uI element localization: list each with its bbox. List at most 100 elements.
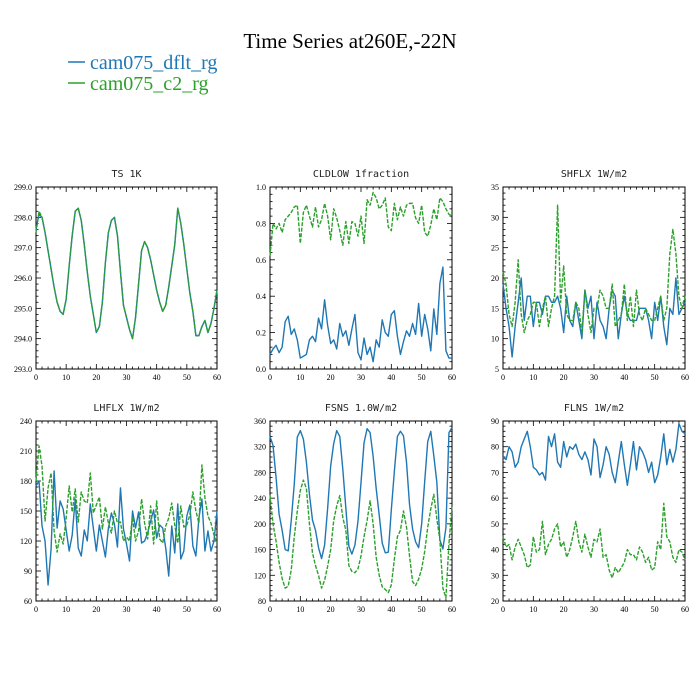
panel-title: SHFLX 1W/m2 xyxy=(561,169,627,180)
x-tick-label: 60 xyxy=(448,373,456,382)
x-tick-label: 40 xyxy=(153,373,161,382)
series-line-cam075_dflt_rg xyxy=(502,422,686,486)
x-tick-label: 0 xyxy=(501,605,505,614)
series-line-cam075_dflt_rg xyxy=(502,277,686,358)
y-tick-label: 294.0 xyxy=(14,335,32,344)
y-tick-label: 60 xyxy=(24,597,32,606)
x-tick-label: 20 xyxy=(560,605,568,614)
x-tick-label: 10 xyxy=(62,373,70,382)
x-tick-label: 30 xyxy=(590,605,598,614)
series-line-cam075_c2_rg xyxy=(502,502,686,579)
x-tick-label: 30 xyxy=(357,373,365,382)
x-tick-label: 60 xyxy=(213,605,221,614)
y-tick-label: 298.0 xyxy=(14,213,32,222)
series-line-cam075_c2_rg xyxy=(502,204,686,334)
panel-title: FLNS 1W/m2 xyxy=(564,403,624,414)
legend-label-0: cam075_dflt_rg xyxy=(90,52,217,74)
y-tick-label: 30 xyxy=(491,213,499,222)
panel-2: SHFLX 1W/m2 0 10 20 30 40 50 60 5 10 15 20 25 30 35 xyxy=(491,169,689,382)
x-tick-label: 40 xyxy=(387,373,395,382)
x-tick-label: 50 xyxy=(651,373,659,382)
y-tick-label: 320 xyxy=(254,443,266,452)
x-tick-label: 30 xyxy=(123,373,131,382)
y-tick-label: 0.2 xyxy=(256,329,266,338)
y-tick-label: 20 xyxy=(491,274,499,283)
figure-title: Time Series at260E,-22N xyxy=(243,29,456,53)
y-tick-label: 240 xyxy=(254,494,266,503)
x-tick-label: 0 xyxy=(34,373,38,382)
x-tick-label: 20 xyxy=(327,373,335,382)
x-tick-label: 30 xyxy=(357,605,365,614)
x-tick-label: 60 xyxy=(681,605,689,614)
series-line-cam075_dflt_rg xyxy=(269,266,452,363)
legend-label-1: cam075_c2_rg xyxy=(90,73,209,95)
panel-title: FSNS 1.0W/m2 xyxy=(325,403,397,414)
y-tick-label: 0.6 xyxy=(256,256,266,265)
series-line-cam075_c2_rg xyxy=(269,191,453,257)
panels: TS 1K0 10 20 30 40 50 60293.0294.0295.0296.029… xyxy=(14,169,689,614)
series-line-cam075_c2_rg xyxy=(269,479,453,599)
y-tick-label: 90 xyxy=(24,567,32,576)
y-tick-label: 50 xyxy=(491,520,499,529)
x-tick-label: 50 xyxy=(651,605,659,614)
x-tick-label: 20 xyxy=(92,373,100,382)
x-tick-label: 50 xyxy=(418,605,426,614)
y-tick-label: 200 xyxy=(254,520,266,529)
y-tick-label: 80 xyxy=(258,597,266,606)
x-tick-label: 10 xyxy=(529,373,537,382)
x-tick-label: 60 xyxy=(448,605,456,614)
series-line-cam075_dflt_rg xyxy=(269,427,453,560)
y-tick-label: 240 xyxy=(20,417,32,426)
y-tick-label: 160 xyxy=(254,546,266,555)
y-tick-label: 40 xyxy=(491,546,499,555)
y-tick-label: 10 xyxy=(491,335,499,344)
series-line-cam075_dflt_rg xyxy=(35,470,218,586)
y-tick-label: 0.4 xyxy=(256,292,266,301)
x-tick-label: 50 xyxy=(183,373,191,382)
x-tick-label: 20 xyxy=(560,373,568,382)
panel-title: CLDLOW 1fraction xyxy=(313,169,409,180)
y-tick-label: 210 xyxy=(20,447,32,456)
y-tick-label: 15 xyxy=(491,304,499,313)
x-tick-label: 0 xyxy=(268,605,272,614)
x-tick-label: 60 xyxy=(213,373,221,382)
x-tick-label: 20 xyxy=(92,605,100,614)
y-tick-label: 295.0 xyxy=(14,304,32,313)
x-tick-label: 20 xyxy=(327,605,335,614)
x-tick-label: 10 xyxy=(296,373,304,382)
panel-title: LHFLX 1W/m2 xyxy=(93,403,159,414)
y-tick-label: 35 xyxy=(491,183,499,192)
legend: cam075_dflt_rg cam075_c2_rg xyxy=(68,52,217,95)
x-tick-label: 60 xyxy=(681,373,689,382)
y-tick-label: 120 xyxy=(254,571,266,580)
y-tick-label: 60 xyxy=(491,494,499,503)
x-tick-label: 30 xyxy=(590,373,598,382)
x-tick-label: 0 xyxy=(34,605,38,614)
y-tick-label: 0.8 xyxy=(256,219,266,228)
series-line-cam075_c2_rg xyxy=(35,445,218,553)
y-tick-label: 5 xyxy=(495,365,499,374)
x-tick-label: 10 xyxy=(62,605,70,614)
y-tick-label: 360 xyxy=(254,417,266,426)
y-tick-label: 299.0 xyxy=(14,183,32,192)
y-tick-label: 120 xyxy=(20,537,32,546)
y-tick-label: 20 xyxy=(491,597,499,606)
panel-5: FLNS 1W/m2 0 10 20 30 40 50 60 20 30 40 50 60 70 80 90 xyxy=(491,403,689,614)
y-tick-label: 296.0 xyxy=(14,274,32,283)
panel-1: CLDLOW 1fraction 0 10 20 30 40 50 60 0.0 0.2 0.4 0.… xyxy=(256,169,456,382)
y-tick-label: 297.0 xyxy=(14,244,32,253)
x-tick-label: 30 xyxy=(123,605,131,614)
x-tick-label: 40 xyxy=(620,373,628,382)
panel-0: TS 1K 0 10 20 30 40 50 60 293.0 294.0 295.0 296.0 29… xyxy=(14,169,221,382)
y-tick-label: 180 xyxy=(20,477,32,486)
y-tick-label: 80 xyxy=(491,443,499,452)
x-tick-label: 50 xyxy=(183,605,191,614)
x-tick-label: 40 xyxy=(153,605,161,614)
x-tick-label: 0 xyxy=(268,373,272,382)
y-tick-label: 0.0 xyxy=(256,365,266,374)
panel-title: TS 1K xyxy=(111,169,141,180)
y-tick-label: 293.0 xyxy=(14,365,32,374)
x-tick-label: 10 xyxy=(529,605,537,614)
y-tick-label: 150 xyxy=(20,507,32,516)
